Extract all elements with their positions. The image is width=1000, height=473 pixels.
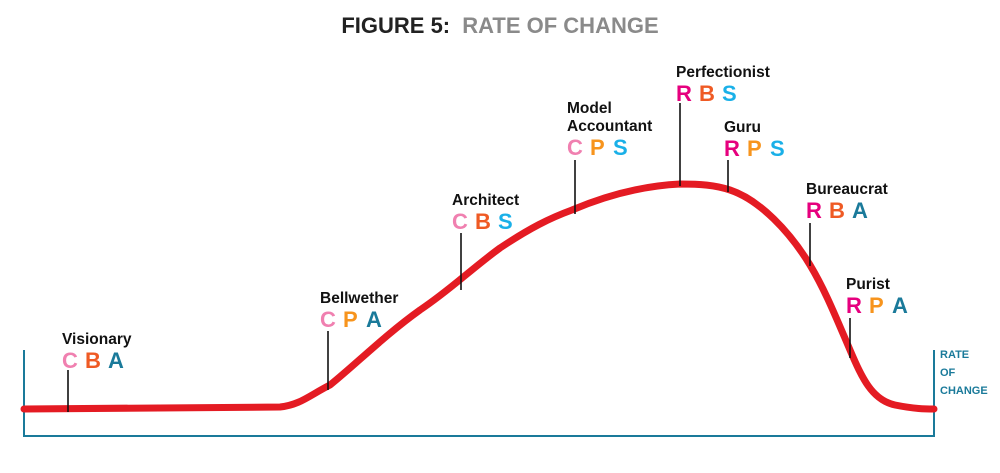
node-code-s: S xyxy=(613,135,628,160)
node-code-p: P xyxy=(343,307,358,332)
node-name-line: Visionary xyxy=(62,331,132,348)
node-code-s: S xyxy=(498,209,513,234)
node-code-p: P xyxy=(747,136,762,161)
node-name-line: Bellwether xyxy=(320,290,398,307)
node-name-line: Perfectionist xyxy=(676,64,770,81)
node-code-r: R xyxy=(676,81,692,106)
figure-title-suffix: RATE OF CHANGE xyxy=(462,13,658,38)
rate-of-change-axis-label: RATE OF CHANGE xyxy=(940,349,988,397)
axis-label-line: CHANGE xyxy=(940,385,988,397)
node-code-c: C xyxy=(320,307,336,332)
node-code-r: R xyxy=(724,136,740,161)
node-code-s: S xyxy=(770,136,785,161)
figure-title: FIGURE 5: RATE OF CHANGE xyxy=(341,13,658,38)
node-name-line: Architect xyxy=(452,192,519,209)
node-name-line: Guru xyxy=(724,119,761,136)
node-code-b: B xyxy=(699,81,715,106)
axis-label-line: OF xyxy=(940,367,956,379)
node-code-b: B xyxy=(85,348,101,373)
node-code-c: C xyxy=(452,209,468,234)
node-code-p: P xyxy=(869,293,884,318)
node-code-b: B xyxy=(829,198,845,223)
node-code-b: B xyxy=(475,209,491,234)
rate-of-change-curve xyxy=(20,180,938,413)
chart-frame xyxy=(23,350,935,437)
node-code-r: R xyxy=(806,198,822,223)
node-code-a: A xyxy=(366,307,382,332)
figure-title-prefix: FIGURE 5: xyxy=(341,13,450,38)
node-name-line: Model xyxy=(567,100,612,117)
node-code-a: A xyxy=(892,293,908,318)
node-name-line: Accountant xyxy=(567,118,652,135)
node-name-line: Bureaucrat xyxy=(806,181,888,198)
node-code-s: S xyxy=(722,81,737,106)
node-code-r: R xyxy=(846,293,862,318)
node-code-c: C xyxy=(567,135,583,160)
node-code-c: C xyxy=(62,348,78,373)
node-name-line: Purist xyxy=(846,276,890,293)
node-code-p: P xyxy=(590,135,605,160)
axis-label-line: RATE xyxy=(940,349,969,361)
node-code-a: A xyxy=(108,348,124,373)
node-code-a: A xyxy=(852,198,868,223)
